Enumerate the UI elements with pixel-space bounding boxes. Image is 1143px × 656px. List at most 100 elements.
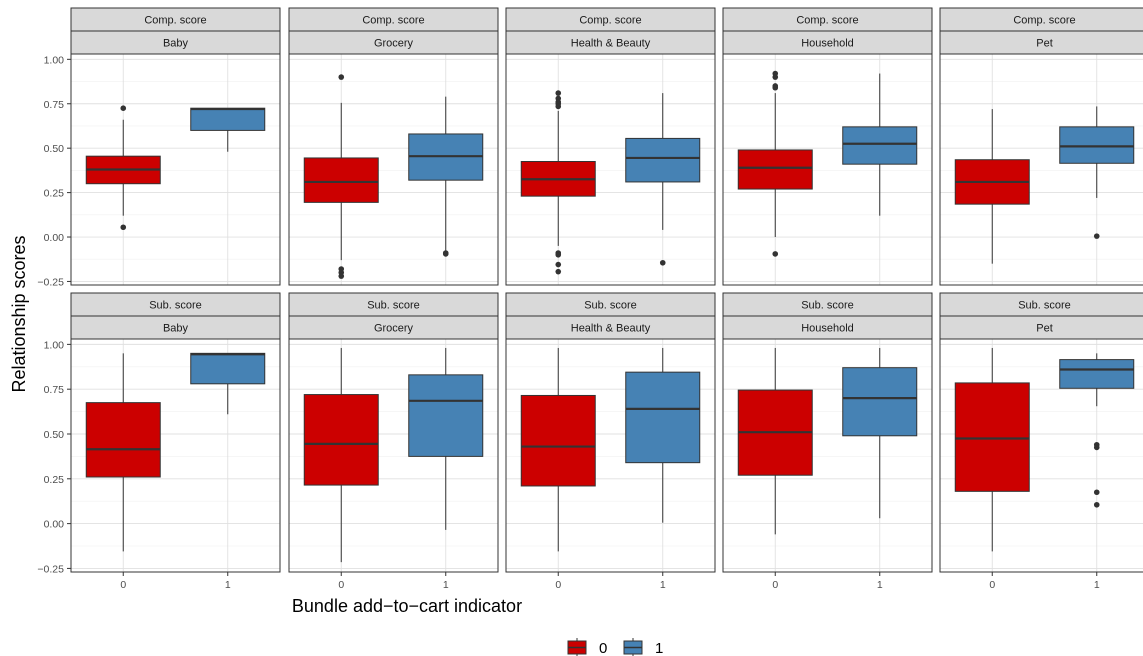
strip-col-label: Pet: [1036, 38, 1053, 50]
box-sub-score-grocery-x1: [408, 347, 484, 530]
box-iqr: [954, 382, 1030, 492]
legend-item-0: 0: [567, 638, 607, 656]
box-iqr: [842, 126, 918, 165]
panel-comp-score-baby: Comp. score Baby: [70, 7, 281, 286]
panel-border: [722, 53, 933, 286]
box-sub-score-grocery-x0: [303, 347, 379, 563]
legend-label: 0: [599, 640, 607, 656]
legend-label: 1: [655, 640, 663, 656]
box-iqr: [303, 157, 379, 203]
strip-row-label: Comp. score: [796, 15, 858, 27]
box-iqr: [1059, 126, 1135, 164]
outlier-point: [659, 259, 666, 266]
x-tick-label: 0: [555, 579, 561, 591]
box-iqr: [1059, 359, 1135, 389]
outlier-point: [555, 103, 562, 110]
outlier-point: [772, 84, 779, 91]
box-iqr: [842, 367, 918, 437]
box-iqr: [303, 394, 379, 486]
outlier-point: [555, 268, 562, 275]
outlier-point: [1093, 489, 1100, 496]
x-tick-label: 0: [120, 579, 126, 591]
panel-border: [288, 338, 499, 573]
y-axis-title: Relationship scores: [9, 235, 29, 392]
panel-border: [939, 53, 1143, 286]
x-tick-label: 1: [1094, 579, 1100, 591]
strip-col-label: Baby: [163, 323, 189, 335]
box-comp-score-health-beauty-x1: [625, 93, 701, 266]
strip-row-label: Sub. score: [584, 300, 637, 312]
strip-col-label: Household: [801, 323, 854, 335]
outlier-point: [772, 251, 779, 257]
outlier-point: [1093, 233, 1100, 239]
strip-col-label: Health & Beauty: [571, 323, 651, 335]
box-comp-score-pet-x0: [954, 109, 1030, 264]
panel-border: [288, 53, 499, 286]
box-sub-score-health-beauty-x1: [625, 347, 701, 523]
outlier-point: [555, 261, 562, 268]
box-iqr: [737, 149, 813, 190]
box-iqr: [190, 352, 266, 385]
outlier-point: [772, 74, 779, 80]
box-comp-score-pet-x1: [1059, 106, 1135, 239]
strip-col-label: Grocery: [374, 323, 414, 335]
strip-col-label: Grocery: [374, 38, 414, 50]
outlier-point: [338, 273, 345, 279]
strip-row-label: Sub. score: [367, 300, 420, 312]
y-tick-label: −0.25: [37, 276, 64, 288]
box-sub-score-health-beauty-x0: [520, 347, 596, 552]
panel-border: [722, 338, 933, 573]
box-comp-score-health-beauty-x0: [520, 90, 596, 275]
y-tick-label: 0.00: [44, 519, 65, 531]
strip-row-label: Sub. score: [801, 300, 854, 312]
box-iqr: [625, 371, 701, 464]
strip-col-label: Health & Beauty: [571, 38, 651, 50]
x-tick-label: 1: [443, 579, 449, 591]
panel-border: [505, 338, 716, 573]
y-tick-label: 0.25: [44, 474, 65, 486]
box-comp-score-grocery-x0: [303, 74, 379, 279]
outlier-point: [338, 74, 345, 80]
y-tick-label: 1.00: [44, 339, 65, 351]
box-sub-score-baby-x0: [85, 353, 161, 552]
strip-col-label: Household: [801, 38, 854, 50]
y-tick-label: 0.50: [44, 429, 65, 441]
panel-border: [70, 53, 281, 286]
panel-border: [939, 338, 1143, 573]
outlier-point: [1093, 444, 1100, 451]
strip-row-label: Comp. score: [579, 15, 641, 27]
box-comp-score-baby-x0: [85, 105, 161, 231]
box-iqr: [625, 137, 701, 183]
y-tick-label: 0.75: [44, 99, 65, 111]
box-iqr: [408, 374, 484, 457]
box-sub-score-pet-x0: [954, 347, 1030, 552]
y-tick-label: −0.25: [37, 563, 64, 575]
panel-border: [70, 338, 281, 573]
y-tick-label: 0.25: [44, 188, 65, 200]
strip-row-label: Comp. score: [144, 15, 206, 27]
panel-border: [505, 53, 716, 286]
box-sub-score-household-x1: [842, 347, 918, 519]
strip-row-label: Comp. score: [1013, 15, 1075, 27]
strip-row-label: Comp. score: [362, 15, 424, 27]
box-sub-score-household-x0: [737, 347, 813, 535]
x-tick-label: 0: [338, 579, 344, 591]
x-tick-label: 1: [225, 579, 231, 591]
x-tick-label: 0: [989, 579, 995, 591]
x-tick-label: 1: [660, 579, 666, 591]
box-iqr: [85, 402, 161, 478]
box-sub-score-pet-x1: [1059, 353, 1135, 508]
legend-item-1: 1: [623, 638, 663, 656]
outlier-point: [555, 90, 562, 96]
y-tick-label: 1.00: [44, 54, 65, 66]
box-iqr: [520, 394, 596, 487]
box-comp-score-household-x0: [737, 70, 813, 257]
box-iqr: [190, 107, 266, 131]
box-comp-score-baby-x1: [190, 107, 266, 152]
y-tick-label: 0.75: [44, 384, 65, 396]
outlier-point: [120, 105, 127, 111]
outlier-point: [120, 224, 127, 231]
